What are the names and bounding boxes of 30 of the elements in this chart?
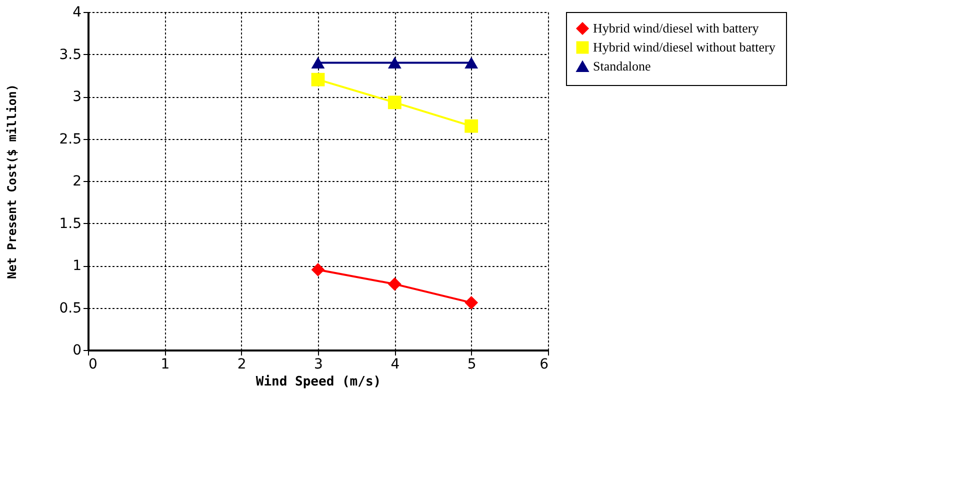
point <box>388 96 402 110</box>
point <box>464 56 478 69</box>
point <box>388 277 402 291</box>
point <box>388 56 402 69</box>
x-tick-label: 5 <box>467 356 476 372</box>
x-axis-title: Wind Speed (m/s) <box>256 374 382 390</box>
y-tick-label: 4 <box>72 4 82 20</box>
y-tick-label: 1 <box>72 258 82 274</box>
y-tick-label: 3.5 <box>59 46 82 63</box>
y-tick-label: 0.5 <box>59 300 82 316</box>
x-tick-label: 3 <box>314 356 323 372</box>
x-tick-label: 2 <box>237 356 246 372</box>
legend-label: Standalone <box>593 58 651 74</box>
y-tick-label: 0 <box>72 342 82 358</box>
point <box>311 56 325 69</box>
y-axis-title: Net Present Cost($ million) <box>5 84 20 280</box>
point <box>464 296 478 310</box>
x-tick-label: 1 <box>160 356 170 372</box>
point <box>311 72 325 86</box>
x-tick-label: 6 <box>540 356 549 372</box>
point <box>311 263 325 276</box>
point <box>464 119 478 133</box>
y-tick-label: 1.5 <box>59 216 82 232</box>
legend-label: Hybrid wind/diesel with battery <box>593 20 760 36</box>
x-tick-label: 0 <box>88 356 98 372</box>
y-tick-label: 3 <box>72 89 82 105</box>
legend-label: Hybrid wind/diesel without battery <box>593 40 776 54</box>
y-tick-label: 2 <box>72 174 82 190</box>
y-tick-label: 2.5 <box>59 131 82 148</box>
x-tick-label: 4 <box>390 356 400 372</box>
